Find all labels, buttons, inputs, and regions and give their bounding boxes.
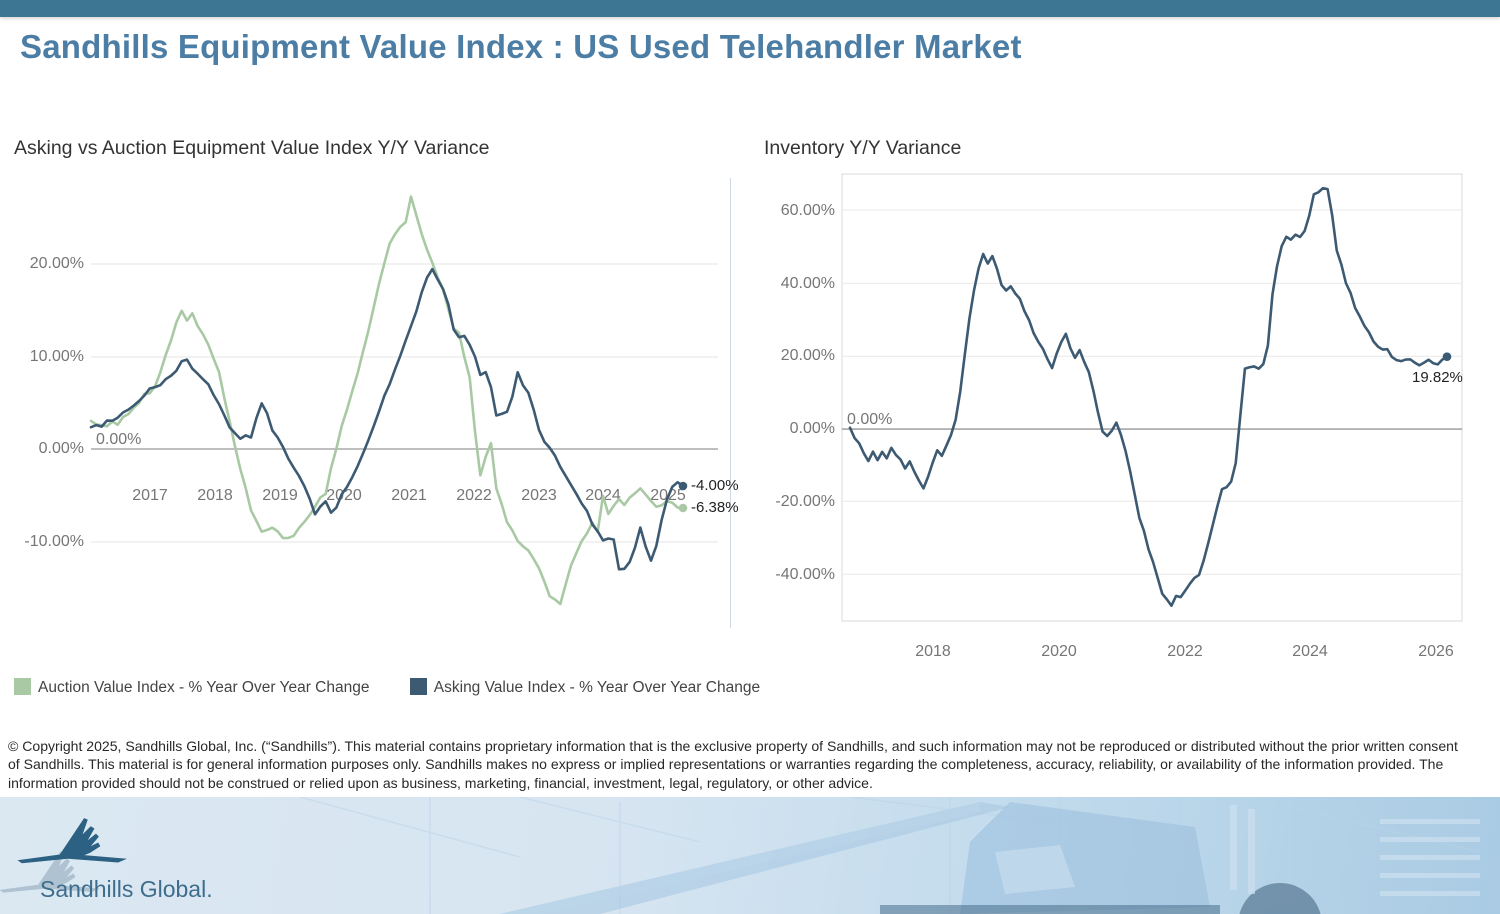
svg-text:0.00%: 0.00%	[847, 411, 892, 428]
svg-text:2022: 2022	[1167, 643, 1203, 660]
svg-text:19.82%: 19.82%	[1412, 369, 1463, 386]
svg-text:0.00%: 0.00%	[96, 431, 141, 448]
svg-text:2018: 2018	[197, 487, 233, 504]
svg-text:40.00%: 40.00%	[781, 275, 835, 292]
svg-text:0.00%: 0.00%	[790, 420, 835, 437]
svg-text:-20.00%: -20.00%	[775, 493, 835, 510]
svg-text:2019: 2019	[262, 487, 298, 504]
svg-text:2026: 2026	[1418, 643, 1454, 660]
svg-text:2017: 2017	[132, 487, 168, 504]
svg-text:2024: 2024	[1292, 643, 1328, 660]
svg-text:Sandhills Global.: Sandhills Global.	[40, 876, 213, 902]
svg-text:-4.00%: -4.00%	[691, 477, 739, 494]
svg-text:60.00%: 60.00%	[781, 202, 835, 219]
svg-text:-10.00%: -10.00%	[24, 533, 84, 550]
svg-text:-40.00%: -40.00%	[775, 566, 835, 583]
svg-text:2023: 2023	[521, 487, 557, 504]
svg-text:-6.38%: -6.38%	[691, 499, 739, 516]
svg-text:2018: 2018	[915, 643, 951, 660]
svg-text:2020: 2020	[1041, 643, 1077, 660]
svg-text:20.00%: 20.00%	[781, 347, 835, 364]
svg-text:0.00%: 0.00%	[39, 440, 84, 457]
svg-text:10.00%: 10.00%	[30, 348, 84, 365]
svg-text:2021: 2021	[391, 487, 427, 504]
svg-text:2022: 2022	[456, 487, 492, 504]
svg-text:20.00%: 20.00%	[30, 255, 84, 272]
